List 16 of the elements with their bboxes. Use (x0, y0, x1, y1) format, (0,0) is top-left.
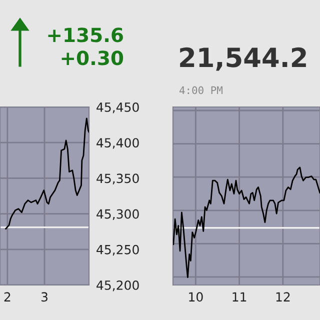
y-tick-label: 45,400 (96, 138, 139, 149)
text: +135.6 (48, 28, 123, 42)
x-tick-label: 10 (189, 292, 203, 302)
x-tick-label: 3 (41, 292, 48, 302)
x-tick-label: 12 (276, 292, 290, 302)
chart-subtitle: 21,544.2 (180, 47, 306, 71)
text: +0.30 (62, 50, 124, 66)
y-tick-label: 45,300 (96, 209, 139, 220)
text: 4:00 PM (180, 86, 222, 94)
y-tick-label: 45,450 (96, 102, 139, 114)
x-tick-label: 11 (232, 292, 246, 302)
line-series (5, 118, 89, 230)
y-tick-label: 45,250 (96, 244, 139, 256)
x-tick-label: 2 (4, 292, 10, 302)
y-tick-label: 45,350 (96, 174, 139, 184)
y-tick-label: 45,200 (96, 280, 139, 292)
